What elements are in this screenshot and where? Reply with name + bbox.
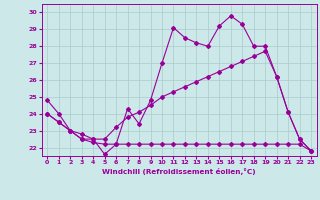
- X-axis label: Windchill (Refroidissement éolien,°C): Windchill (Refroidissement éolien,°C): [102, 168, 256, 175]
